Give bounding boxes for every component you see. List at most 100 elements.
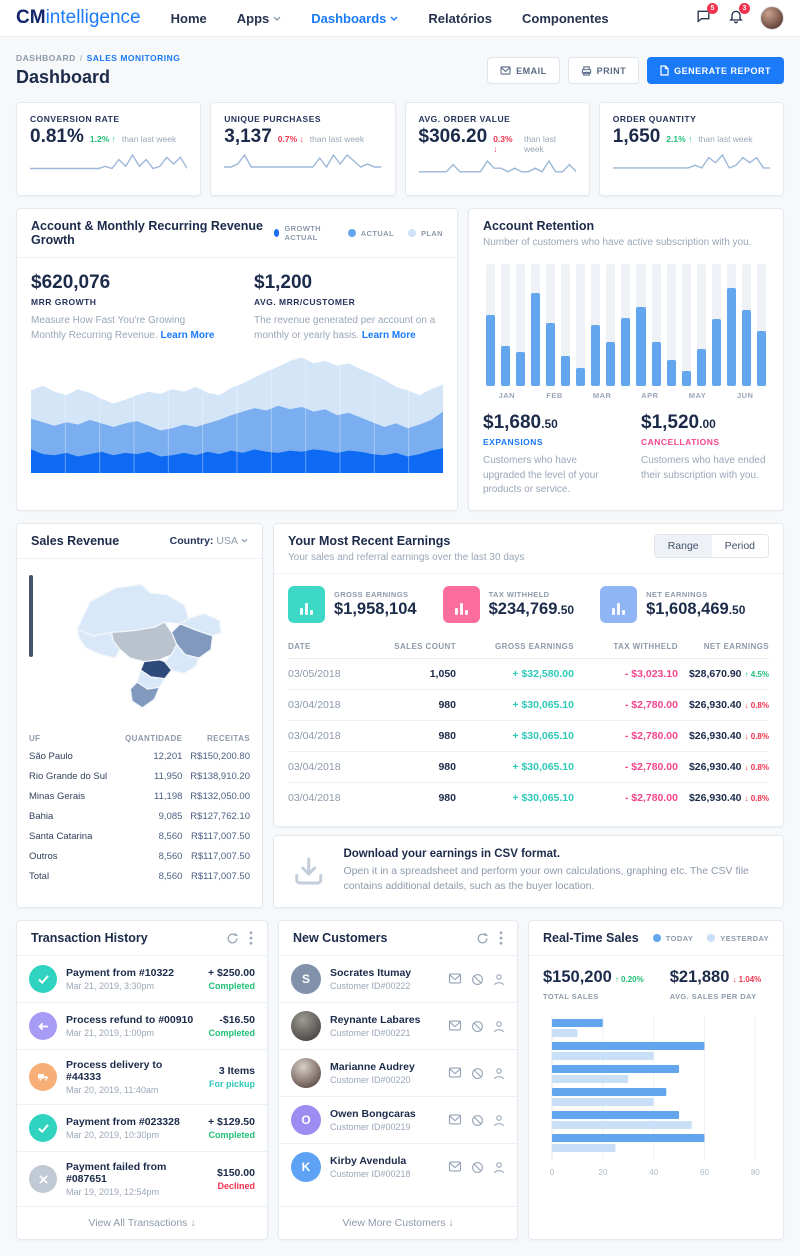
transaction-row: Process delivery to #44333 Mar 20, 2019, … [17, 1050, 267, 1105]
kpi-label: UNIQUE PURCHASES [224, 114, 322, 124]
kebab-menu-icon[interactable] [499, 931, 503, 945]
learn-more-link[interactable]: Learn More [361, 329, 416, 341]
user-avatar[interactable] [760, 6, 784, 30]
retention-bar [591, 264, 601, 386]
view-more-customers-link[interactable]: View More Customers ↓ [279, 1206, 517, 1239]
legend-dot [407, 229, 416, 237]
refund-arrow-icon [29, 1012, 57, 1040]
nav-item-componentes[interactable]: Componentes [521, 10, 609, 26]
logo-light: intelligence [45, 7, 141, 28]
svg-text:40: 40 [649, 1168, 658, 1177]
envelope-icon[interactable] [448, 1020, 462, 1031]
block-icon[interactable] [471, 1114, 484, 1127]
transaction-row: Process refund to #00910 Mar 21, 2019, 1:… [17, 1003, 267, 1050]
envelope-icon[interactable] [448, 1067, 462, 1078]
map-zoom-slider[interactable] [29, 574, 33, 657]
mrr-area-chart [31, 355, 443, 473]
retention-bar [696, 264, 706, 386]
nav-item-dashboards[interactable]: Dashboards [311, 11, 398, 26]
bar-chart-icon [442, 585, 480, 623]
refresh-icon[interactable] [226, 932, 239, 945]
total-sales-stat: $150,200 ↑ 0.20% TOTAL SALES [543, 968, 644, 1001]
legend-dot [347, 229, 356, 237]
range-period-toggle: Range Period [653, 533, 769, 558]
panel-title: Your Most Recent Earnings [288, 533, 451, 548]
generate-report-button[interactable]: GENERATE REPORT [647, 57, 784, 84]
kpi-delta: 0.3% ↓ [493, 134, 513, 154]
envelope-icon[interactable] [448, 1114, 462, 1125]
cancellations-stat: $1,520.00 CANCELLATIONS Customers who ha… [641, 412, 766, 481]
refresh-icon[interactable] [476, 932, 489, 945]
notifications-button[interactable]: 3 [728, 2, 750, 29]
mrr-legend: GROWTH ACTUAL ACTUAL PLAN [273, 224, 443, 242]
table-row: 03/04/2018 980 + $30,065.10- $2,780.00 $2… [288, 690, 769, 721]
avatar: K [291, 1152, 321, 1182]
avg-sales-stat: $21,880 ↓ 1.04% AVG. SALES PER DAY [669, 968, 762, 1001]
envelope-icon[interactable] [448, 1161, 462, 1172]
column-header: NET EARNINGS [703, 641, 769, 651]
svg-text:80: 80 [751, 1168, 760, 1177]
stat-value: $1,200 [254, 272, 313, 293]
country-dropdown[interactable]: Country: USA [170, 535, 248, 547]
bar-chart-icon [288, 585, 325, 623]
envelope-icon [500, 66, 511, 75]
person-icon[interactable] [493, 1020, 505, 1033]
kpi-value: 3,137 [224, 126, 272, 147]
csv-download-panel[interactable]: Download your earnings in CSV format. Op… [273, 834, 784, 908]
retention-bar [756, 264, 766, 386]
kebab-menu-icon[interactable] [249, 931, 253, 945]
learn-more-link[interactable]: Learn More [160, 329, 215, 341]
person-icon[interactable] [493, 1161, 505, 1174]
messages-button[interactable]: 5 [695, 2, 718, 29]
kpi-avg-order-value: AVG. ORDER VALUE $306.20 0.3% ↓ than last … [404, 102, 590, 196]
kpi-delta: 0.7% ↓ [277, 134, 304, 144]
toggle-period[interactable]: Period [711, 534, 768, 557]
chevron-down-icon [390, 16, 398, 21]
envelope-icon[interactable] [448, 973, 462, 984]
transaction-history-panel: Transaction History Payment from #10322 M… [16, 920, 268, 1240]
customer-row: S Socrates Itumay Customer ID#00222 [279, 956, 517, 1003]
customer-row: Reynante Labares Customer ID#00221 [279, 1003, 517, 1050]
nav-item-home[interactable]: Home [170, 10, 207, 26]
avatar: S [291, 964, 321, 994]
account-retention-panel: Account Retention Number of customers wh… [468, 208, 784, 511]
bar-chart-icon [600, 585, 638, 623]
app-logo[interactable]: CMintelligence [16, 7, 141, 29]
block-icon[interactable] [471, 1161, 484, 1174]
toggle-range[interactable]: Range [654, 534, 712, 557]
column-header: SALES COUNT [394, 641, 456, 651]
block-icon[interactable] [471, 1067, 484, 1080]
print-button[interactable]: PRINT [567, 57, 640, 84]
kpi-conversion-rate: CONVERSION RATE 0.81% 1.2% ↑ than last wee… [16, 102, 202, 196]
email-button[interactable]: EMAIL [487, 57, 560, 84]
realtime-sales-panel: Real-Time Sales TODAY YESTERDAY $150,200… [528, 920, 784, 1240]
kpi-unique-purchases: UNIQUE PURCHASES 3,137 0.7% ↓ than last we… [210, 102, 396, 196]
retention-bar [711, 264, 721, 386]
failed-x-icon [29, 1165, 57, 1193]
breadcrumb-root[interactable]: DASHBOARD [16, 53, 76, 63]
download-icon [295, 857, 323, 885]
panel-title: Sales Revenue [31, 533, 120, 548]
stat-value: $620,076 [31, 272, 111, 293]
person-icon[interactable] [493, 1067, 505, 1080]
mrr-growth-stat: $620,076 MRR GROWTH Measure How Fast You… [31, 272, 220, 343]
table-row: São Paulo 12,201 R$150,200.80 [29, 751, 250, 762]
person-icon[interactable] [493, 973, 505, 986]
brazil-map [76, 583, 222, 708]
retention-bar [726, 264, 736, 386]
person-icon[interactable] [493, 1114, 505, 1127]
expansions-stat: $1,680.50 EXPANSIONS Customers who have … [483, 412, 599, 495]
nav-item-apps[interactable]: Apps [237, 11, 282, 26]
kpi-order-quantity: ORDER QUANTITY 1,650 2.1% ↑ than last week [598, 102, 784, 196]
view-all-transactions-link[interactable]: View All Transactions ↓ [17, 1206, 267, 1239]
customer-row: Marianne Audrey Customer ID#00220 [279, 1050, 517, 1097]
nav-menu: Home Apps Dashboards Relatórios Componen… [171, 11, 609, 26]
retention-bar [651, 264, 661, 386]
table-row: Santa Catarina 8,560 R$117,007.50 [29, 831, 250, 842]
table-row: Rio Grande do Sul 11,950 R$138,910.20 [29, 771, 250, 782]
nav-item-relatorios[interactable]: Relatórios [428, 10, 492, 26]
block-icon[interactable] [471, 973, 484, 986]
avatar: O [291, 1105, 321, 1135]
panel-title: New Customers [293, 931, 388, 945]
block-icon[interactable] [471, 1020, 484, 1033]
